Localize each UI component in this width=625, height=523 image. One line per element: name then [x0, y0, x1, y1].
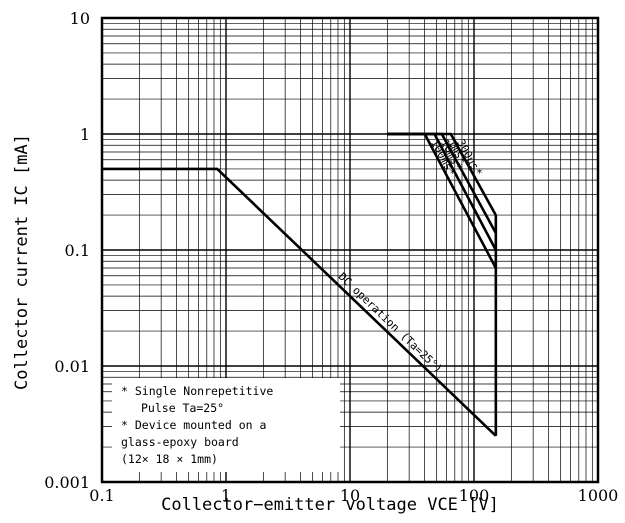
note-line-2: Pulse Ta=25°: [141, 401, 224, 415]
x-tick-label: 100: [459, 486, 490, 505]
notes-box: * Single Nonrepetitive Pulse Ta=25° * De…: [121, 384, 273, 466]
dc-operation-label: DC operation (Ta=25°): [336, 270, 445, 376]
y-tick-label: 10: [70, 9, 90, 28]
series-line-1: [102, 167, 497, 437]
note-line-5: (12× 18 × 1mm): [121, 452, 218, 466]
y-tick-label: 0.1: [65, 241, 90, 260]
x-axis-label: Collector−emitter voltage VCE [V]: [161, 495, 499, 515]
y-tick-label: 0.01: [54, 357, 90, 376]
x-tick-label: 1: [221, 486, 231, 505]
series-line-5: [387, 132, 497, 216]
note-line-4: glass-epoxy board: [121, 435, 239, 449]
y-axis-label: Collector current IC [mA]: [12, 134, 32, 390]
notes-background: [112, 378, 340, 472]
y-tick-label: 0.001: [44, 473, 90, 492]
x-tick-label: 0.1: [89, 486, 114, 505]
plot-frame: [100, 16, 600, 484]
note-line-3: * Device mounted on a: [121, 418, 266, 432]
x-tick-label: 1000: [578, 486, 619, 505]
x-tick-label: 10: [340, 486, 360, 505]
note-line-1: * Single Nonrepetitive: [121, 384, 273, 398]
series-lines: [102, 132, 498, 437]
y-tick-label: 1: [80, 125, 90, 144]
tick-labels: 0.1 1 10 100 1000 0.001 0.01 0.1 1 10: [44, 9, 618, 505]
